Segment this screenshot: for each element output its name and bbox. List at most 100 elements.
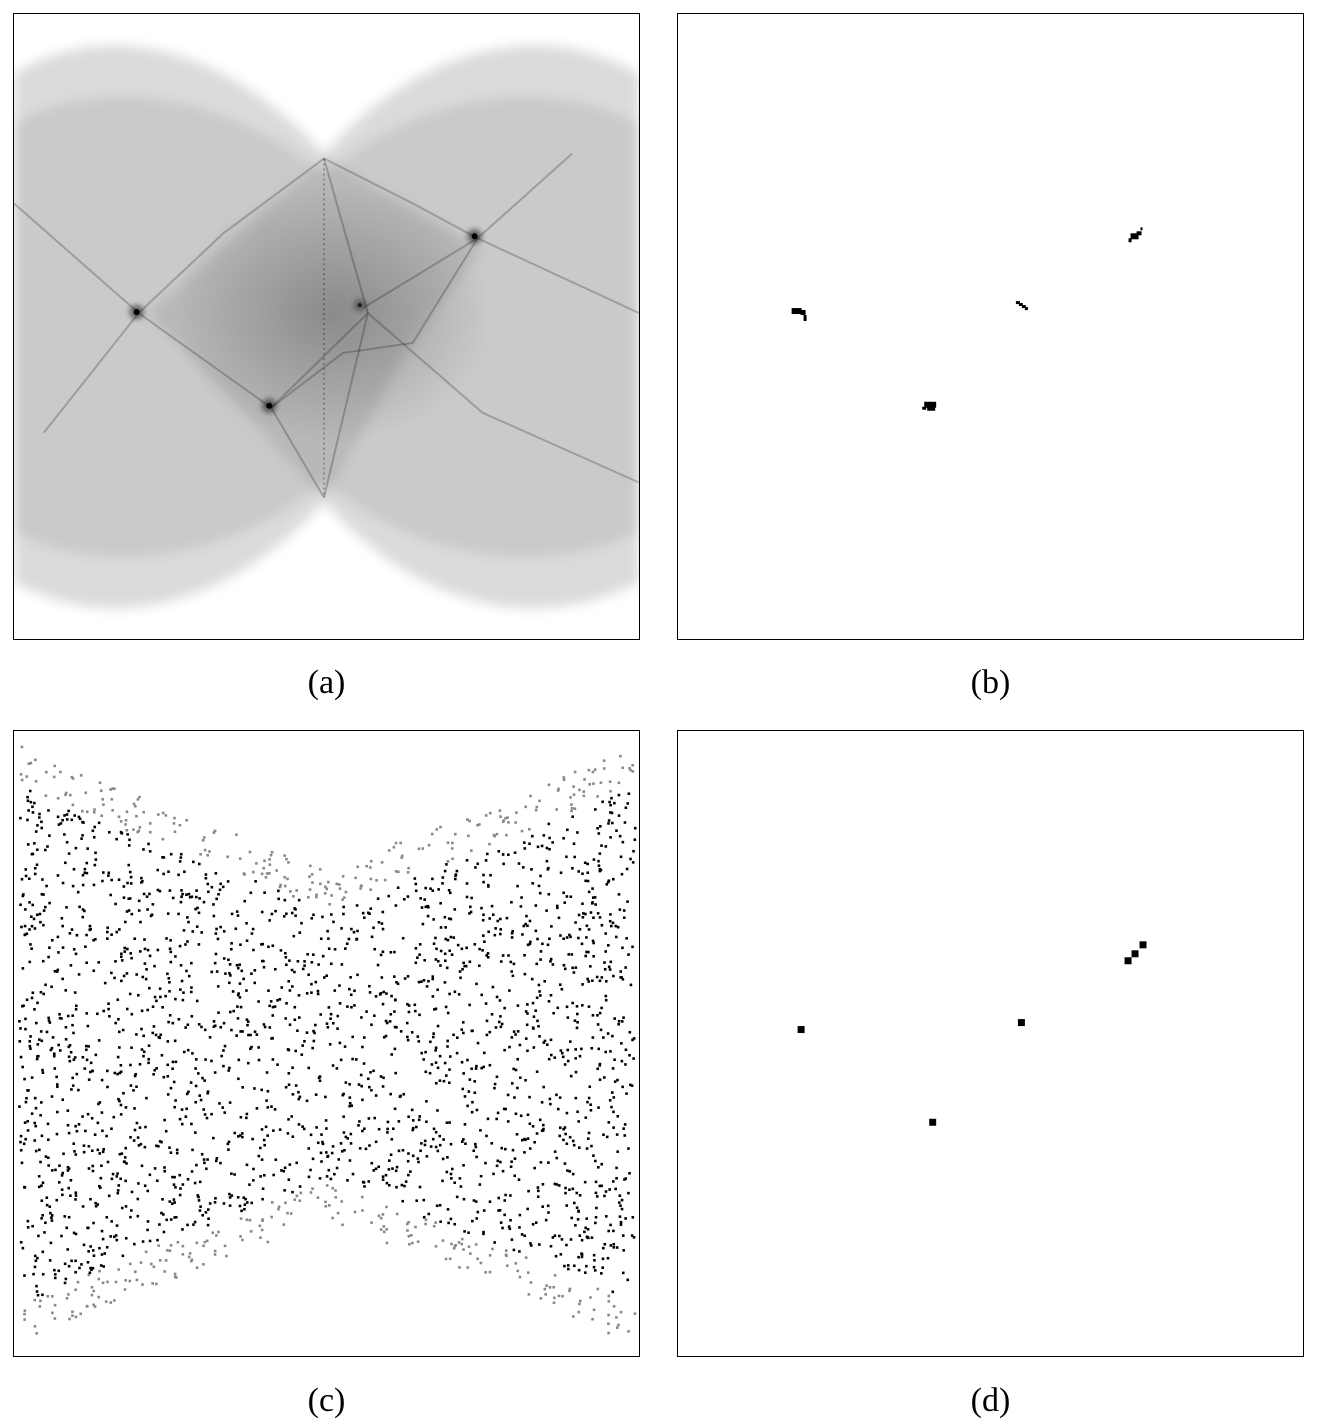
scatter-dot [257, 1046, 260, 1049]
scatter-dot [438, 1054, 442, 1058]
scatter-dot [594, 1215, 598, 1219]
scatter-dot [305, 992, 309, 995]
scatter-dot [235, 910, 239, 913]
scatter-dot [206, 1090, 210, 1093]
scatter-dot [355, 904, 359, 907]
scatter-dot [577, 1255, 580, 1259]
scatter-dot [624, 1048, 628, 1052]
scatter-dot [192, 1223, 195, 1226]
scatter-dot [537, 1189, 540, 1193]
scatter-dot [544, 1218, 548, 1222]
scatter-dot [26, 1219, 30, 1223]
scatter-dot [550, 925, 553, 928]
scatter-dot [548, 1286, 552, 1289]
scatter-dot [284, 955, 288, 959]
scatter-dot [343, 1148, 346, 1152]
scatter-dot [410, 1031, 414, 1034]
scatter-dot [237, 1077, 240, 1081]
scatter-dot [161, 1006, 164, 1009]
scatter-dot [600, 1006, 603, 1010]
scatter-dot [265, 1071, 269, 1074]
scatter-dot [613, 1058, 616, 1062]
scatter-dot [252, 870, 255, 874]
scatter-dot [399, 1030, 403, 1033]
scatter-dot [65, 906, 68, 909]
scatter-dot [474, 1142, 477, 1146]
scatter-dot [591, 1036, 595, 1039]
scatter-dot [451, 841, 454, 845]
scatter-dot [549, 1038, 553, 1042]
scatter-dot [575, 1191, 579, 1195]
scatter-dot [372, 1069, 375, 1073]
scatter-dot [78, 817, 82, 821]
scatter-dot [524, 1138, 527, 1142]
scatter-dot [624, 806, 628, 810]
scatter-dot [460, 1060, 464, 1064]
scatter-dot [225, 1254, 228, 1258]
scatter-dot [382, 1225, 386, 1228]
scatter-dot [243, 1207, 246, 1211]
scatter-dot [484, 814, 488, 817]
scatter-dot [186, 1023, 190, 1027]
scatter-dot [173, 1272, 177, 1276]
scatter-dot [333, 948, 337, 951]
scatter-dot [624, 966, 627, 969]
scatter-dot [63, 1281, 67, 1285]
scatter-dot [471, 1100, 474, 1104]
scatter-dot [39, 920, 42, 924]
scatter-dot [19, 903, 22, 907]
scatter-dot [248, 850, 252, 854]
scatter-dot [67, 1055, 71, 1059]
scatter-dot [570, 803, 573, 806]
scatter-dot [44, 905, 47, 909]
scatter-dot [73, 1056, 77, 1059]
scatter-dot [389, 1012, 393, 1016]
scatter-dot [542, 1123, 545, 1127]
scatter-dot [546, 943, 550, 947]
scatter-dot [546, 1204, 550, 1208]
scatter-dot [630, 1084, 634, 1087]
scatter-dot [181, 892, 184, 896]
scatter-dot [474, 866, 477, 869]
scatter-dot [31, 991, 35, 995]
scatter-dot [604, 1050, 608, 1054]
scatter-dot [316, 1141, 320, 1145]
scatter-dot [518, 1213, 522, 1217]
scatter-dot [590, 902, 594, 905]
scatter-dot [60, 1174, 64, 1177]
scatter-dot [295, 889, 298, 892]
scatter-dot [590, 1144, 593, 1148]
scatter-dot [482, 1065, 485, 1069]
scatter-dot [55, 1132, 59, 1136]
scatter-dot [386, 1131, 389, 1134]
scatter-dot [307, 895, 310, 899]
scatter-dot [536, 1195, 540, 1199]
scatter-dot [173, 816, 176, 820]
scatter-dot [301, 1044, 304, 1047]
scatter-dot [326, 1154, 330, 1158]
scatter-dot [445, 1074, 448, 1077]
scatter-dot [98, 1101, 102, 1104]
scatter-dot [266, 1106, 270, 1109]
scatter-dot [405, 1222, 409, 1226]
scatter-dot [335, 1166, 339, 1170]
scatter-dot [156, 888, 160, 892]
scatter-dot [241, 1030, 244, 1033]
scatter-dot [18, 1040, 22, 1043]
scatter-dot [373, 1014, 376, 1017]
scatter-dot [598, 1184, 602, 1188]
scatter-dot [561, 1294, 564, 1298]
scatter-dot [280, 1169, 283, 1172]
scatter-dot [36, 1293, 40, 1297]
scatter-dot [482, 1230, 485, 1234]
scatter-dot [543, 1287, 547, 1291]
scatter-dot [598, 1064, 602, 1067]
scatter-dot [448, 1068, 451, 1071]
scatter-dot [592, 1265, 596, 1269]
scatter-dot [74, 1288, 77, 1292]
scatter-dot [86, 1024, 90, 1028]
scatter-dot [434, 1130, 438, 1134]
scatter-dot [41, 1068, 44, 1072]
scatter-dot [266, 1240, 270, 1244]
scatter-dot [349, 1132, 353, 1136]
